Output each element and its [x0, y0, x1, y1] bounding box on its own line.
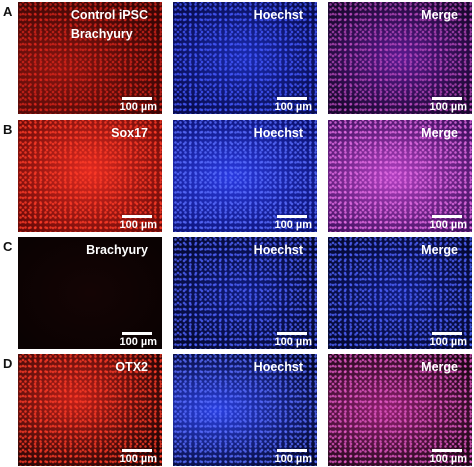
scale-bar-label: 100 µm	[429, 219, 467, 231]
label-line: Hoechst	[253, 126, 303, 140]
micrograph: Hoechst 100 µm	[173, 2, 317, 114]
micrograph: Merge 100 µm	[328, 354, 472, 466]
stain-label: Hoechst	[254, 241, 303, 260]
scale-bar	[432, 97, 462, 100]
stain-label: Merge	[421, 6, 458, 25]
micrograph: Merge 100 µm	[328, 2, 472, 114]
stain-label: Hoechst	[254, 358, 303, 377]
scale-bar-label: 100 µm	[119, 101, 157, 113]
label-line: Hoechst	[253, 360, 303, 374]
scale-bar	[277, 97, 307, 100]
scale-bar	[122, 97, 152, 100]
scale-bar-label: 100 µm	[429, 453, 467, 465]
stain-label: Merge	[421, 358, 458, 377]
scale-bar	[432, 215, 462, 218]
stain-label: Sox17	[111, 124, 148, 143]
scale-bar	[432, 332, 462, 335]
panel-letter: D	[3, 356, 13, 371]
stain-label: Hoechst	[254, 124, 303, 143]
label-line: Hoechst	[253, 8, 303, 22]
panel-letter: A	[3, 4, 13, 19]
micrograph: OTX2 100 µm	[18, 354, 162, 466]
panel-letter: B	[3, 122, 13, 137]
micrograph: Merge 100 µm	[328, 120, 472, 232]
label-line: OTX2	[115, 360, 148, 374]
stain-label: Hoechst	[254, 6, 303, 25]
scale-bar	[122, 449, 152, 452]
label-line: Brachyury	[86, 243, 148, 257]
scale-bar-label: 100 µm	[119, 336, 157, 348]
micrograph: Hoechst 100 µm	[173, 354, 317, 466]
micrograph: Brachyury 100 µm	[18, 237, 162, 349]
label-line: Merge	[421, 360, 458, 374]
stain-label: OTX2	[115, 358, 148, 377]
stain-label: Control iPSC Brachyury	[71, 6, 148, 44]
scale-bar-label: 100 µm	[429, 101, 467, 113]
stain-label: Brachyury	[86, 241, 148, 260]
scale-bar	[432, 449, 462, 452]
label-line: Hoechst	[253, 243, 303, 257]
scale-bar-label: 100 µm	[274, 453, 312, 465]
label-line: Control iPSC	[70, 8, 148, 22]
label-line: Sox17	[111, 126, 148, 140]
label-line: Brachyury	[70, 27, 133, 41]
panel-letter: C	[3, 239, 13, 254]
scale-bar-label: 100 µm	[274, 336, 312, 348]
label-line: Merge	[421, 126, 458, 140]
micrograph: Control iPSC Brachyury 100 µm	[18, 2, 162, 114]
scale-bar	[122, 215, 152, 218]
scale-bar	[277, 215, 307, 218]
scale-bar	[277, 449, 307, 452]
label-line: Merge	[421, 243, 458, 257]
scale-bar-label: 100 µm	[274, 219, 312, 231]
micrograph: Hoechst 100 µm	[173, 237, 317, 349]
scale-bar-label: 100 µm	[429, 336, 467, 348]
micrograph: Sox17 100 µm	[18, 120, 162, 232]
stain-label: Merge	[421, 124, 458, 143]
scale-bar	[277, 332, 307, 335]
micrograph: Merge 100 µm	[328, 237, 472, 349]
scale-bar	[122, 332, 152, 335]
micrograph: Hoechst 100 µm	[173, 120, 317, 232]
label-line: Merge	[421, 8, 458, 22]
scale-bar-label: 100 µm	[119, 219, 157, 231]
scale-bar-label: 100 µm	[119, 453, 157, 465]
scale-bar-label: 100 µm	[274, 101, 312, 113]
stain-label: Merge	[421, 241, 458, 260]
